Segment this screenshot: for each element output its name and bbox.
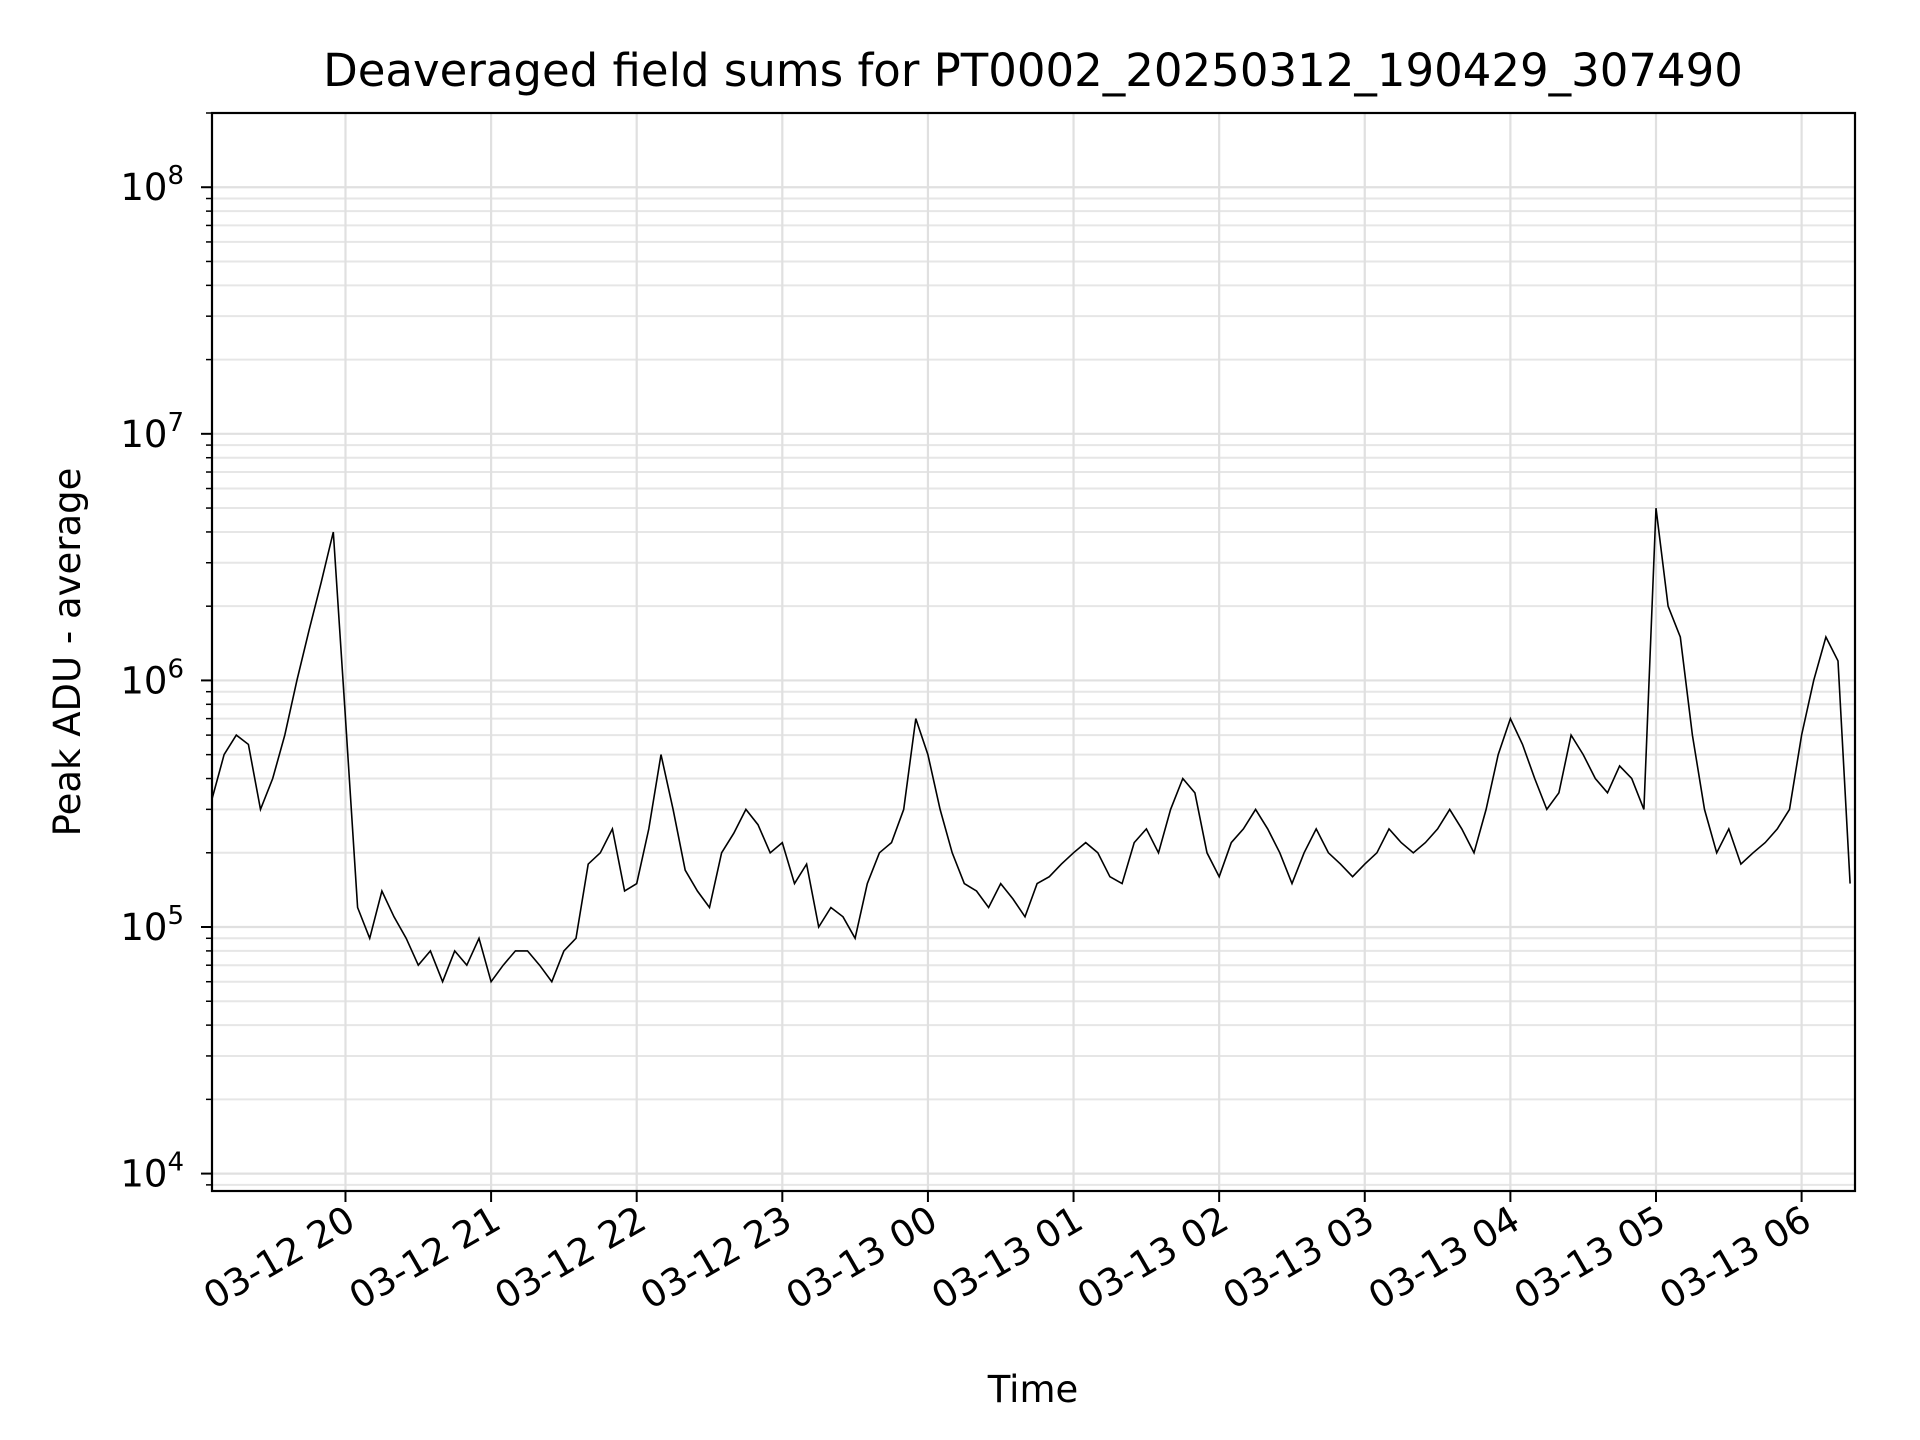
x-axis-label: Time [987,1368,1079,1411]
y-axis: 104 105 106 107 108 [120,112,212,1196]
y-axis-label: Peak ADU - average [46,468,89,837]
grid-layer [212,112,1855,1191]
series-layer [212,508,1851,984]
y-tick-label: 106 [120,654,184,702]
series-line [212,508,1851,984]
y-tick-label: 108 [120,161,184,209]
chart-title: Deaveraged field sums for PT0002_2025031… [323,44,1743,97]
y-tick-label: 107 [120,408,184,456]
y-tick-label: 104 [120,1148,184,1196]
y-tick-label: 105 [120,901,184,949]
plot-frame [210,111,1857,1193]
